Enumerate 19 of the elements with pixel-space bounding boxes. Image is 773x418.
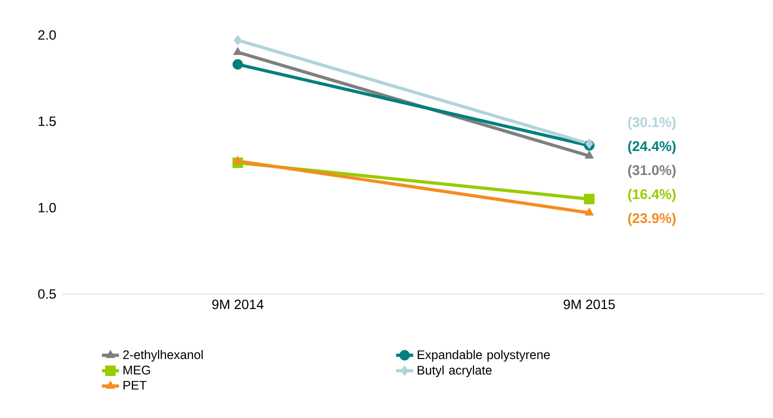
x-tick-label: 9M 2015 [564, 300, 615, 310]
y-tick-label: 0.5 [38, 289, 56, 299]
legend-label: 2-ethylhexanol [123, 350, 203, 362]
annotation: (30.1%) [628, 116, 676, 130]
annotation: (24.4%) [628, 140, 676, 154]
legend-label: MEG [124, 366, 150, 374]
legend-label: Butyl acrylate [418, 365, 492, 378]
y-tick-label: 1.5 [38, 116, 56, 126]
legend-label: PET [124, 380, 146, 390]
annotation: (31.0%) [628, 164, 676, 178]
point [584, 194, 595, 204]
point [232, 59, 243, 70]
y-tick-label: 1.0 [38, 202, 56, 212]
annotation: (23.9%) [628, 212, 676, 226]
x-tick-label: 9M 2014 [212, 300, 264, 310]
y-tick-label: 2.0 [38, 30, 56, 40]
point [234, 34, 242, 46]
legend-label: Expandable polystyrene [418, 350, 550, 362]
annotation: (16.4%) [628, 188, 676, 202]
